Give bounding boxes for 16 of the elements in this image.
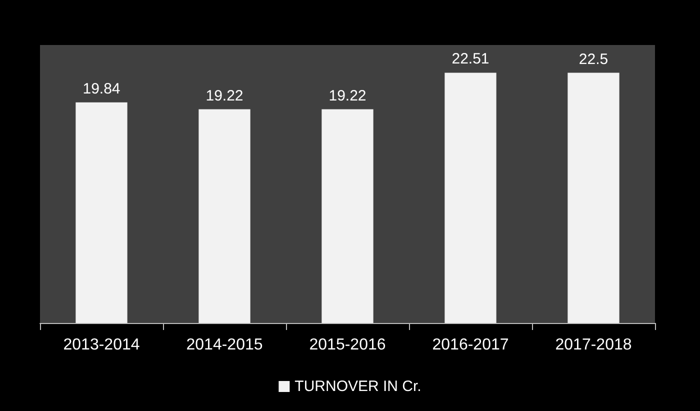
bar [322,109,374,323]
data-label: 22.5 [578,50,608,68]
bar [444,72,496,323]
bar [76,102,128,323]
x-tick-label: 2015-2016 [309,336,386,354]
x-tick-label: 2017-2018 [555,336,632,354]
data-label: 22.51 [452,50,490,68]
bar [198,109,250,323]
bar [568,72,620,323]
legend-label: TURNOVER IN Cr. [294,378,422,395]
data-label: 19.84 [82,80,120,98]
data-label: 19.22 [328,87,366,104]
x-tick-label: 2013-2014 [63,336,140,354]
x-tick-label: 2016-2017 [432,336,509,354]
data-label: 19.22 [206,87,244,104]
x-tick-label: 2014-2015 [186,336,263,354]
